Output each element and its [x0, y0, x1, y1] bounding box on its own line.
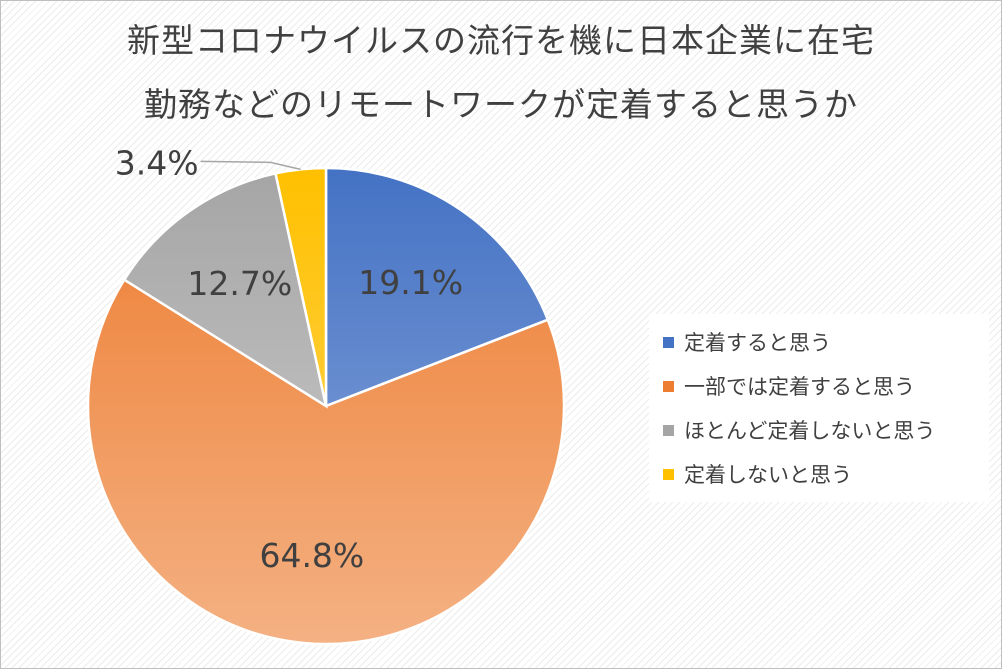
data-label: 3.4% — [115, 143, 199, 182]
legend-swatch — [663, 424, 674, 436]
legend-item: 一部では定着すると思う — [649, 364, 989, 408]
pie-slice — [122, 171, 328, 409]
legend-item: 定着すると思う — [649, 320, 989, 364]
legend-item: ほとんど定着しないと思う — [649, 408, 989, 452]
chart-title: 新型コロナウイルスの流行を機に日本企業に在宅 勤務などのリモートワークが定着する… — [1, 9, 1001, 137]
legend-label: 一部では定着すると思う — [684, 375, 915, 399]
chart-title-line-2: 勤務などのリモートワークが定着すると思うか — [144, 85, 858, 124]
data-label: 12.7% — [187, 264, 292, 303]
leader-line — [200, 160, 301, 171]
legend-swatch — [663, 336, 674, 348]
pie-slice — [86, 278, 566, 646]
legend: 定着すると思う 一部では定着すると思う ほとんど定着しないと思う 定着しないと思… — [649, 314, 989, 502]
legend-label: 定着すると思う — [684, 331, 831, 355]
legend-swatch — [663, 468, 674, 480]
chart-title-line-1: 新型コロナウイルスの流行を機に日本企業に在宅 — [127, 21, 875, 60]
data-label: 64.8% — [259, 536, 364, 575]
legend-swatch — [663, 380, 674, 392]
legend-item: 定着しないと思う — [649, 452, 989, 496]
pie-slice — [324, 166, 550, 408]
data-label: 19.1% — [358, 263, 463, 302]
legend-label: ほとんど定着しないと思う — [684, 419, 936, 443]
legend-label: 定着しないと思う — [684, 463, 852, 487]
